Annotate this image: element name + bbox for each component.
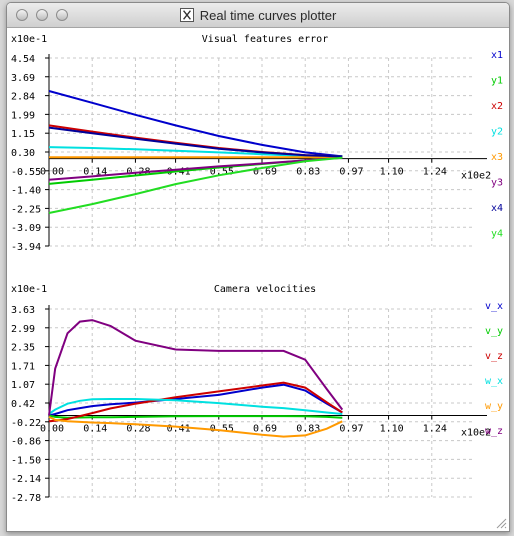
y-tick-label: 3.63: [11, 305, 35, 316]
chart-2: 3.63 2.99 2.35 1.71 1.07 0.42 -0.22 -0.86 -1.50 -…: [11, 284, 503, 504]
x-tick-label: 1.24: [423, 423, 447, 434]
y-tick-label: -2.14: [11, 474, 41, 485]
y-tick-label: 1.99: [11, 110, 35, 121]
y-scale-label: x10e-1: [11, 34, 47, 45]
x-tick-label: 0.00: [40, 423, 64, 434]
x-tick-label: 0.41: [167, 423, 191, 434]
legend-v_y: v_y: [485, 326, 503, 337]
plotter-window: Real time curves plotter 4.54 3.69 2.84 1.9…: [6, 2, 510, 532]
y-tick-label: -3.94: [11, 242, 41, 253]
y-tick-label: 2.35: [11, 343, 35, 354]
legend-x1: x1: [491, 50, 503, 61]
legend-v_x: v_x: [485, 301, 503, 312]
x-tick-label: 0.97: [339, 423, 363, 434]
y-tick-label: -0.86: [11, 437, 41, 448]
legend-y2: y2: [491, 127, 503, 138]
legend-x3: x3: [491, 152, 503, 163]
legend-x2: x2: [491, 101, 503, 112]
chart-1: 4.54 3.69 2.84 1.99 1.15 0.30 -0.55 -1.40 -2.25 -…: [11, 34, 503, 253]
x-tick-label: 1.24: [423, 167, 447, 178]
y-tick-label: -3.09: [11, 223, 41, 234]
y-tick-label: 0.30: [11, 148, 35, 159]
y-tick-label: 2.99: [11, 324, 35, 335]
plots-canvas: 4.54 3.69 2.84 1.99 1.15 0.30 -0.55 -1.40 -2.25 -…: [7, 28, 509, 531]
legend-y3: y3: [491, 178, 503, 189]
legend-w_z: w_z: [485, 426, 503, 437]
y-tick-label: -1.40: [11, 186, 41, 197]
x11-icon: [180, 8, 194, 22]
y-tick-label: 4.54: [11, 54, 35, 65]
legend-y4: y4: [491, 229, 503, 240]
x-tick-label: 1.10: [380, 167, 404, 178]
chart-title: Visual features error: [202, 34, 328, 45]
y-tick-label: -1.50: [11, 455, 41, 466]
legend-x4: x4: [491, 203, 503, 214]
x-tick-label: 0.69: [253, 423, 277, 434]
chart-title: Camera velocities: [214, 284, 316, 295]
resize-grip[interactable]: [495, 517, 507, 529]
title-bar[interactable]: Real time curves plotter: [7, 3, 509, 28]
legend-v_z: v_z: [485, 351, 503, 362]
y-tick-label: 0.42: [11, 399, 35, 410]
x-tick-label: 0.83: [296, 167, 320, 178]
x-tick-label: 0.14: [83, 423, 107, 434]
y-tick-label: 1.15: [11, 129, 35, 140]
x-tick-label: 0.00: [40, 167, 64, 178]
legend-w_x: w_x: [485, 376, 503, 387]
x-tick-label: 1.10: [380, 423, 404, 434]
y-tick-label: 2.84: [11, 92, 35, 103]
y-tick-label: 3.69: [11, 73, 35, 84]
y-tick-label: -0.22: [11, 418, 41, 429]
x-scale-label: x10e2: [461, 171, 491, 182]
y-tick-label: -2.25: [11, 204, 41, 215]
y-tick-label: 1.71: [11, 361, 35, 372]
legend-w_y: w_y: [485, 401, 503, 412]
y-tick-label: -2.78: [11, 493, 41, 504]
x-tick-label: 0.97: [339, 167, 363, 178]
y-tick-label: -0.55: [11, 167, 41, 178]
window-title: Real time curves plotter: [200, 8, 337, 23]
y-scale-label: x10e-1: [11, 284, 47, 295]
legend-y1: y1: [491, 76, 503, 87]
y-tick-label: 1.07: [11, 380, 35, 391]
